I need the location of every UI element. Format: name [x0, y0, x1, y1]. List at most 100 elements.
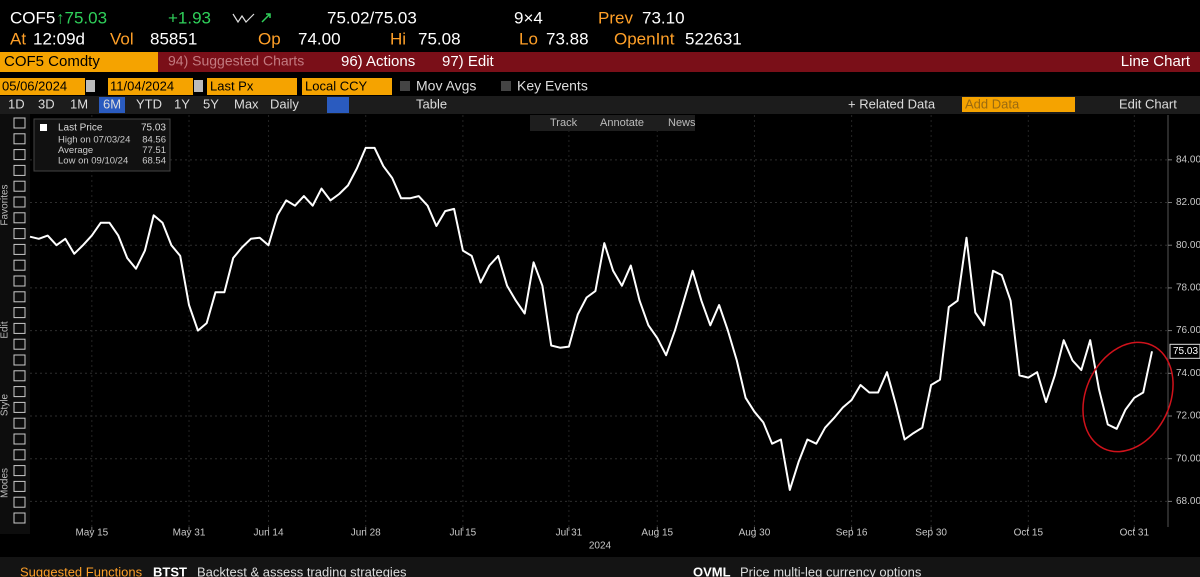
tool-icon[interactable] — [13, 386, 26, 398]
period[interactable]: 6M — [103, 96, 121, 111]
tool-icon[interactable] — [13, 449, 26, 461]
sparkline-icon — [232, 13, 255, 24]
edit-chart[interactable]: Edit Chart — [1119, 96, 1177, 111]
suggested-charts[interactable]: 94) Suggested Charts — [168, 53, 304, 69]
edit-menu[interactable]: 97) Edit — [442, 53, 495, 70]
x-tick-label: Sep 30 — [915, 528, 947, 539]
ticker: COF5 — [10, 8, 55, 27]
period-active — [99, 97, 125, 113]
tool-icon[interactable] — [13, 465, 26, 477]
period[interactable]: 5Y — [203, 96, 219, 111]
tool-icon[interactable] — [13, 496, 26, 508]
tool-icon[interactable] — [13, 196, 26, 208]
x-tick-label: Jun 28 — [351, 528, 381, 539]
tool-icon[interactable] — [13, 512, 26, 524]
x-tick-label: Aug 15 — [641, 528, 673, 539]
end-box[interactable] — [108, 78, 193, 95]
related-data[interactable]: + Related Data — [848, 96, 936, 111]
calendar-icon[interactable] — [86, 80, 95, 92]
security: COF5 Comdty — [4, 53, 100, 70]
x-tick-label: Oct 31 — [1120, 528, 1150, 539]
annotate[interactable]: Annotate — [600, 117, 644, 129]
prev-label: Prev — [598, 8, 633, 27]
y-tick-label: 74.00 — [1176, 368, 1200, 379]
tool-icon[interactable] — [13, 164, 26, 176]
period[interactable]: 1Y — [174, 96, 190, 111]
x-tick-label: May 31 — [173, 528, 206, 539]
stat-label: Low on 09/10/24 — [58, 156, 128, 167]
tool-icon[interactable] — [13, 354, 26, 366]
period[interactable]: YTD — [136, 96, 162, 111]
tool-icon[interactable] — [13, 212, 26, 224]
tool-icon[interactable] — [13, 259, 26, 271]
price-line — [29, 146, 1153, 491]
stat-value: 77.51 — [142, 145, 166, 156]
low: 73.88 — [546, 29, 589, 48]
stat-label: Average — [58, 145, 93, 156]
tool-icon[interactable] — [13, 322, 26, 334]
tool-icon[interactable] — [13, 133, 26, 145]
tool-icon[interactable] — [13, 117, 26, 129]
prev: 73.10 — [642, 8, 685, 27]
y-tick-label: 70.00 — [1176, 453, 1200, 464]
function-text: Price multi-leg currency options — [740, 564, 922, 577]
actions[interactable]: 96) Actions — [341, 53, 415, 70]
tool-icon[interactable] — [13, 370, 26, 382]
x-axis-label: 2024 — [589, 541, 612, 552]
tool-icon[interactable] — [13, 401, 26, 413]
toolbar — [0, 96, 1200, 114]
field-box[interactable] — [207, 78, 297, 95]
tool-icon[interactable] — [13, 338, 26, 350]
security-box[interactable] — [0, 52, 158, 72]
tool-icon[interactable] — [13, 149, 26, 161]
tool-icon[interactable] — [13, 417, 26, 429]
x-tick-label: Jul 15 — [450, 528, 477, 539]
last-tag: 75.03 — [1173, 346, 1198, 357]
side-label: Favorites — [0, 184, 11, 225]
suggested-functions[interactable]: Suggested Functions — [20, 564, 143, 577]
track[interactable]: Track — [550, 117, 578, 129]
calendar-icon[interactable] — [194, 80, 203, 92]
news[interactable]: News — [668, 117, 696, 129]
change: +1.93 — [168, 8, 211, 27]
table[interactable]: Table — [416, 96, 447, 111]
currency-box[interactable] — [302, 78, 392, 95]
period[interactable]: 1M — [70, 96, 88, 111]
tool-icon[interactable] — [13, 275, 26, 287]
tool-icon[interactable] — [13, 480, 26, 492]
period[interactable]: 3D — [38, 96, 55, 111]
tool-icon[interactable] — [13, 433, 26, 445]
period[interactable]: Max — [234, 96, 259, 111]
size: 9×4 — [514, 8, 543, 27]
x-tick-label: Oct 15 — [1014, 528, 1044, 539]
function-code[interactable]: BTST — [153, 564, 187, 577]
last: ↑75.03 — [56, 8, 107, 27]
start-box[interactable] — [0, 78, 85, 95]
up-icon — [261, 13, 271, 23]
tool-icon[interactable] — [13, 291, 26, 303]
tool-icon[interactable] — [13, 307, 26, 319]
stat-label: High on 07/03/24 — [58, 135, 130, 146]
oi-label: OpenInt — [614, 29, 675, 48]
line-icon[interactable] — [327, 97, 349, 113]
function-code[interactable]: OVML — [693, 564, 731, 577]
tool-icon[interactable] — [13, 180, 26, 192]
side-label: Edit — [0, 321, 11, 338]
add-data-box[interactable] — [962, 97, 1075, 112]
checkbox[interactable] — [501, 81, 511, 91]
add-data: Add Data — [965, 96, 1020, 111]
side-label: Modes — [0, 468, 11, 498]
stat-value: 68.54 — [142, 156, 166, 167]
high-label: Hi — [390, 29, 406, 48]
tool-icon[interactable] — [13, 243, 26, 255]
vol-label: Vol — [110, 29, 134, 48]
period[interactable]: 1D — [8, 96, 25, 111]
start-date: 05/06/2024 — [2, 78, 67, 93]
y-tick-label: 82.00 — [1176, 197, 1200, 208]
checkbox[interactable] — [400, 81, 410, 91]
x-tick-label: Jun 14 — [254, 528, 284, 539]
tool-icon[interactable] — [13, 228, 26, 240]
frequency[interactable]: Daily — [270, 96, 299, 111]
stat-value: 84.56 — [142, 135, 166, 146]
